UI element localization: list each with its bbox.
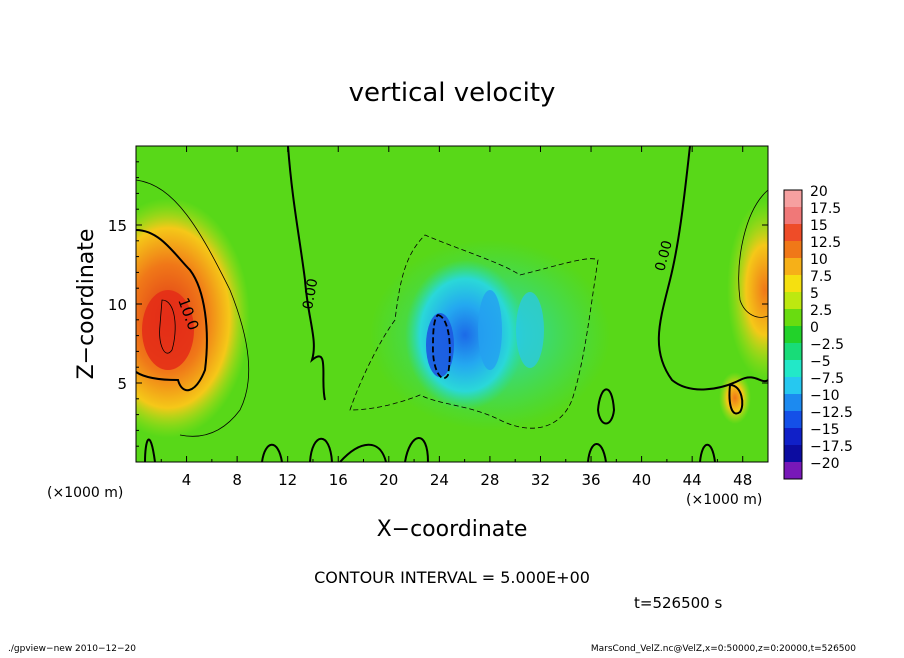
colorbar-swatch [784, 377, 802, 394]
x-tick-label: 36 [581, 471, 600, 489]
contour-line-negative [349, 234, 599, 429]
colorbar-label: 15 [810, 218, 828, 234]
x-tick-label: 28 [480, 471, 499, 489]
colorbar-label: −5 [810, 354, 831, 370]
colorbar-frame [783, 189, 803, 480]
negative-streak [516, 292, 544, 368]
plot-area [136, 146, 768, 462]
contour-line-bottom-zero [261, 443, 283, 462]
colorbar-label: 17.5 [810, 201, 841, 217]
positive-core-left [142, 290, 194, 370]
contour-line-bottom-zero [144, 438, 156, 462]
colorbar-swatch [784, 343, 802, 360]
y-tick-label: 5 [117, 375, 127, 393]
colorbar-label: −10 [810, 388, 840, 404]
colorbar-label: 0 [810, 320, 819, 336]
y-axis-unit: (×1000 m) [47, 485, 123, 501]
x-tick-label: 4 [182, 471, 192, 489]
x-tick-label: 32 [531, 471, 550, 489]
negative-streak [478, 290, 502, 370]
contour-label: 0.00 [652, 239, 676, 273]
colorbar-swatch [784, 326, 802, 343]
chart-title: vertical velocity [349, 78, 556, 108]
x-axis-label: X−coordinate [377, 517, 528, 542]
footer-right: MarsCond_VelZ.nc@VelZ,x=0:50000,z=0:2000… [591, 644, 856, 654]
contour-line-bottom-zero [596, 388, 616, 425]
colorbar-swatch [784, 207, 802, 224]
time-text: t=526500 s [634, 594, 722, 612]
contour-line-bottom-zero [309, 437, 333, 462]
x-axis-unit: (×1000 m) [686, 492, 762, 508]
x-tick-label: 16 [329, 471, 348, 489]
colorbar-swatch [784, 394, 802, 411]
colorbar-label: −20 [810, 456, 840, 472]
colorbar-swatch [784, 428, 802, 445]
y-axis-label: Z−coordinate [74, 229, 99, 380]
colorbar-swatch [784, 411, 802, 428]
colorbar-label: −2.5 [810, 337, 844, 353]
contour-line-zero [287, 146, 326, 401]
colorbar-label: 12.5 [810, 235, 841, 251]
x-tick-label: 8 [232, 471, 242, 489]
contour-line-bottom-zero [404, 437, 429, 462]
y-tick-label: 15 [108, 217, 127, 235]
negative-region-core [405, 260, 525, 410]
colorbar-swatch [784, 258, 802, 275]
contour-line-bottom-zero [339, 443, 387, 462]
x-tick-label: 40 [632, 471, 651, 489]
contour-label: 0.00 [300, 277, 321, 310]
x-tick-label: 24 [430, 471, 449, 489]
colorbar-label: −17.5 [810, 439, 853, 455]
colorbar-swatch [784, 445, 802, 462]
colorbar-label: 5 [810, 286, 819, 302]
colorbar-swatch [784, 224, 802, 241]
x-tick-label: 20 [379, 471, 398, 489]
colorbar-label: 10 [810, 252, 828, 268]
contour-line-bottom-zero [587, 443, 607, 462]
contour-line-five [136, 179, 250, 437]
x-tick-label: 48 [733, 471, 752, 489]
colorbar: 2017.51512.5107.552.50−2.5−5−7.5−10−12.5… [783, 184, 853, 480]
colorbar-label: −12.5 [810, 405, 853, 421]
x-tick-label: 44 [683, 471, 702, 489]
positive-region-right [727, 200, 768, 380]
colorbar-swatch [784, 190, 802, 207]
contour-line-right-five [738, 189, 768, 318]
footer-left: ./gpview−new 2010−12−20 [8, 644, 136, 654]
colorbar-swatch [784, 360, 802, 377]
colorbar-label: 7.5 [810, 269, 832, 285]
contour-line-right-blob [728, 383, 744, 415]
contour-interval-text: CONTOUR INTERVAL = 5.000E+00 [314, 568, 590, 587]
y-tick-label: 10 [108, 296, 127, 314]
colorbar-label: −15 [810, 422, 840, 438]
x-tick-label: 12 [278, 471, 297, 489]
colorbar-swatch [784, 462, 802, 479]
colorbar-label: 20 [810, 184, 828, 200]
positive-blob-lower-right [719, 372, 751, 424]
colorbar-label: 2.5 [810, 303, 832, 319]
colorbar-swatch [784, 275, 802, 292]
contour-line-bottom-zero [699, 443, 716, 462]
contour-line-negative-core [432, 314, 451, 379]
contour-line-ten [136, 229, 208, 392]
colorbar-swatch [784, 292, 802, 309]
contour-line-zero [657, 146, 768, 391]
colorbar-label: −7.5 [810, 371, 844, 387]
contour-line-positive-core [159, 299, 176, 354]
colorbar-swatch [784, 309, 802, 326]
colorbar-swatch [784, 241, 802, 258]
positive-region-left [136, 198, 250, 438]
